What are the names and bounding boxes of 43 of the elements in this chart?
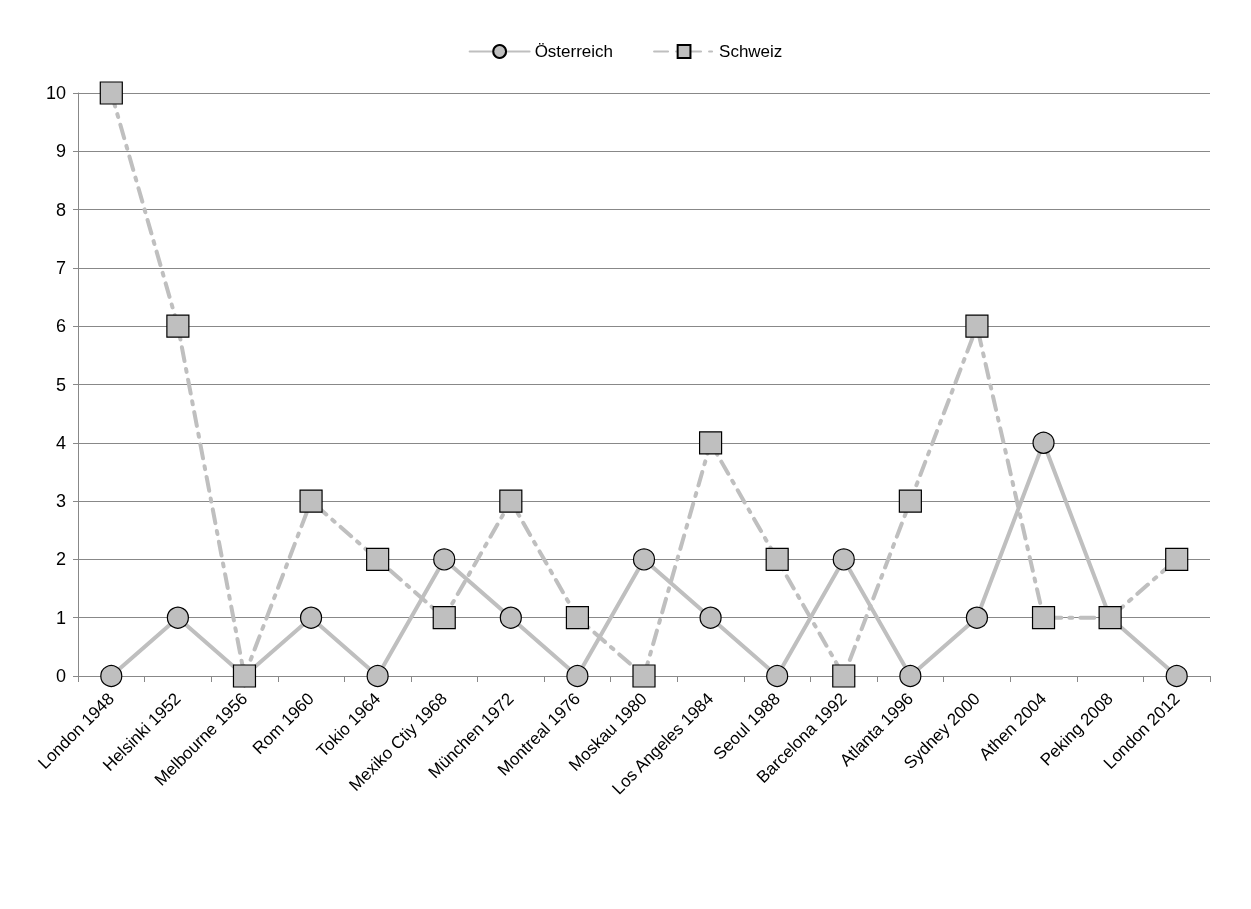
y-tick-label: 8: [55, 199, 66, 220]
point: [100, 664, 123, 688]
point: [499, 489, 523, 513]
y-tick-label: 2: [55, 549, 66, 570]
point: [1032, 431, 1055, 454]
point: [299, 489, 323, 513]
point: [832, 548, 855, 571]
y-tick-label: 10: [45, 83, 66, 103]
point: [632, 548, 656, 571]
point: [1165, 664, 1188, 688]
point: [99, 81, 123, 105]
y-tick-label: 7: [55, 257, 66, 278]
point: [166, 314, 190, 338]
point: [832, 664, 856, 688]
point: [299, 606, 323, 629]
point: [366, 547, 390, 571]
point: [965, 606, 989, 629]
y-tick-label: 5: [55, 374, 66, 395]
point: [565, 606, 590, 630]
point: [899, 664, 922, 688]
point: [765, 547, 789, 571]
legend-label: Österreich: [534, 42, 614, 61]
point: [766, 664, 789, 688]
y-tick-label: 9: [55, 141, 66, 162]
y-tick-label: 4: [55, 432, 66, 453]
point: [1165, 547, 1189, 571]
point: [566, 664, 589, 688]
point: [433, 548, 456, 571]
point: [366, 664, 389, 688]
point: [432, 606, 456, 630]
point: [499, 606, 522, 629]
y-tick-label: 6: [55, 316, 66, 337]
legend-label: Schweiz: [719, 42, 783, 61]
y-tick-label: 3: [55, 491, 66, 512]
point: [698, 431, 723, 455]
point: [699, 606, 722, 629]
point: [898, 489, 922, 513]
point: [166, 606, 189, 629]
point: [965, 314, 989, 338]
point: [632, 664, 656, 688]
point: [1031, 606, 1056, 630]
y-tick-label: 0: [55, 666, 66, 686]
y-tick-label: 1: [55, 607, 66, 628]
